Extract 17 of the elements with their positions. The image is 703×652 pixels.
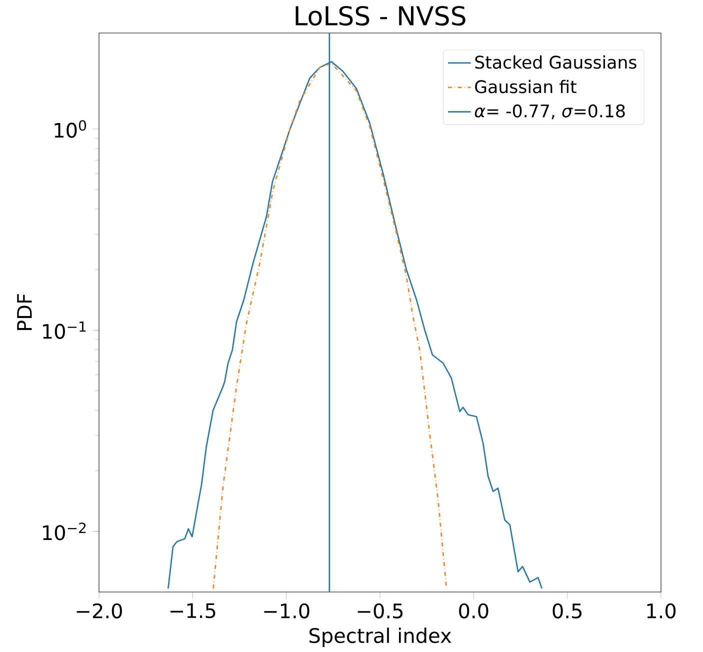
legend-label: Stacked Gaussians xyxy=(475,55,636,69)
x-tick-label: −0.5 xyxy=(358,603,403,618)
y-tick-label: 10$^{0}$ xyxy=(54,120,86,138)
chart-title: LoLSS - NVSS xyxy=(296,6,466,26)
x-tick-label: 0.5 xyxy=(552,603,582,618)
x-tick-label: 0.0 xyxy=(459,603,488,618)
x-tick-label: 1.0 xyxy=(647,603,676,618)
line-series xyxy=(212,62,448,590)
x-axis-title: Spectral index xyxy=(310,628,452,648)
y-tick-label: 10$^{−1}$ xyxy=(43,321,86,339)
x-tick-label: −1.0 xyxy=(264,603,310,618)
y-tick-label: 10$^{−2}$ xyxy=(43,522,86,540)
x-tick-label: −2.0 xyxy=(76,603,122,618)
x-tick-label: −1.5 xyxy=(170,603,216,618)
legend-label: Gaussian fit xyxy=(475,80,576,94)
y-axis-title: PDF xyxy=(17,294,32,330)
legend-label: α= -0.77, σ=0.18 xyxy=(474,104,625,120)
